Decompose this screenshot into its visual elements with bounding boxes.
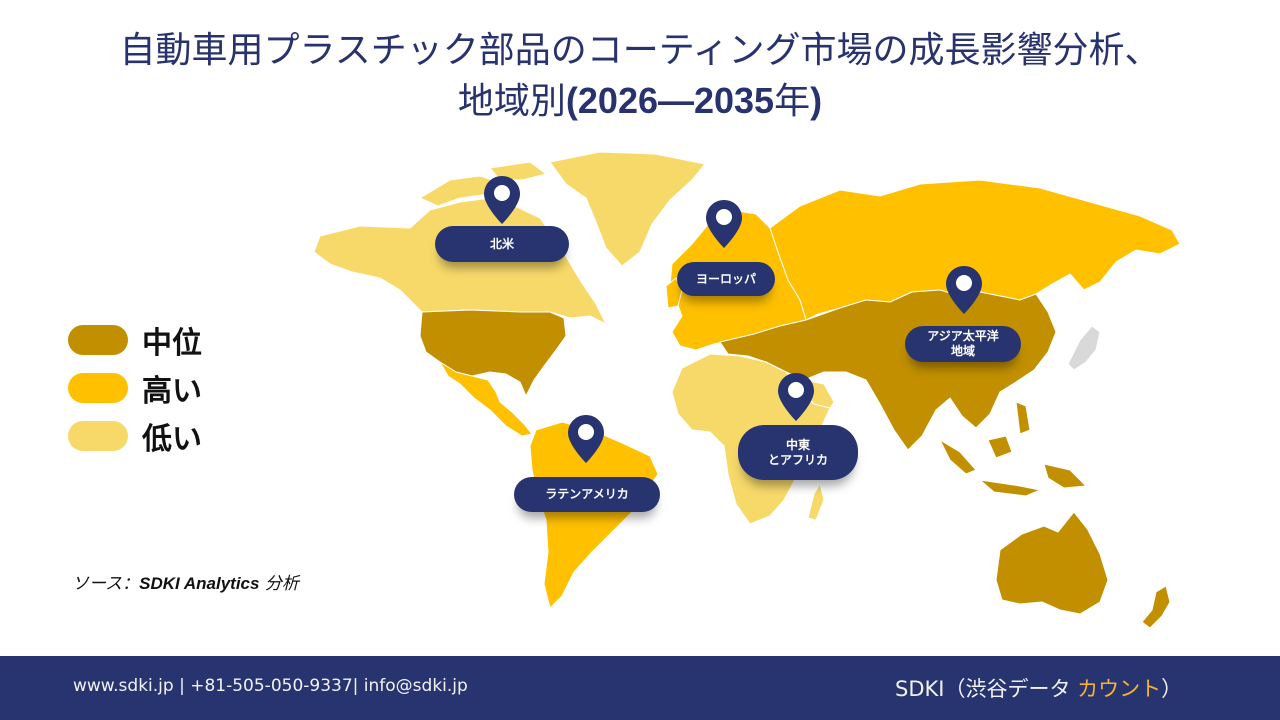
location-pin-icon [946,266,982,314]
title-line-2: 地域別(2026—2035年) [457,80,823,122]
source-note: ソース：SDKI Analytics 分析 [72,574,299,594]
japan [1067,325,1101,371]
australia [995,511,1109,615]
russia [769,179,1181,321]
greenland [549,151,706,267]
region-badge-asia-pacific[interactable]: アジア太平洋 地域 [905,326,1021,362]
footer-brand: SDKI（渋谷データ カウント） [895,677,1183,701]
legend-item-low: 低い [68,412,202,460]
map-legend: 中位 高い 低い [68,316,202,460]
region-badge-north-america[interactable]: 北米 [435,226,569,262]
legend-item-medium: 中位 [68,316,202,364]
location-pin-icon [568,415,604,463]
legend-item-high: 高い [68,364,202,412]
footer-contact: www.sdki.jp | +81-505-050-9337| info@sdk… [73,676,468,696]
region-badge-latin-america[interactable]: ラテンアメリカ [514,477,660,512]
legend-swatch-high [68,373,128,403]
footer-bar: www.sdki.jp | +81-505-050-9337| info@sdk… [0,656,1280,720]
title-line-1: 自動車用プラスチック部品のコーティング市場の成長影響分析、 [119,30,1161,71]
legend-swatch-low [68,421,128,451]
location-pin-icon [706,200,742,248]
mexico [439,361,533,437]
region-badge-middle-east-africa[interactable]: 中東 とアフリカ [738,425,858,480]
usa [419,309,567,397]
page-title: 自動車用プラスチック部品のコーティング市場の成長影響分析、 地域別(2026—2… [0,26,1280,127]
legend-swatch-medium [68,325,128,355]
world-map [313,151,1181,629]
location-pin-icon [778,373,814,421]
region-badge-europe[interactable]: ヨーロッパ [677,262,775,296]
location-pin-icon [484,176,520,224]
